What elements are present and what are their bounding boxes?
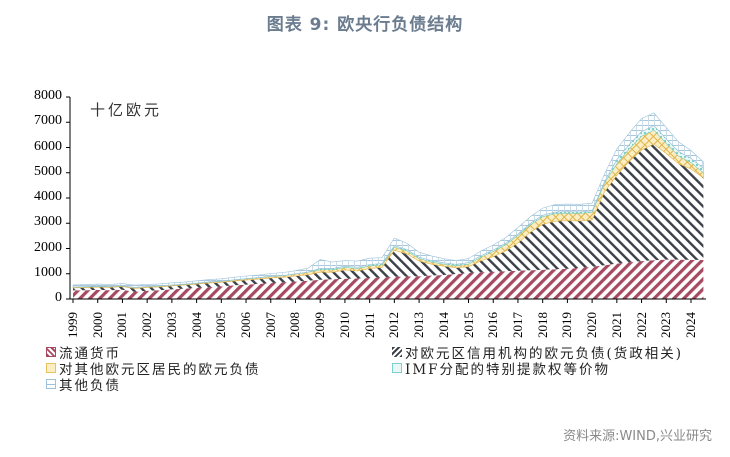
x-tick-label: 2011 (361, 312, 377, 338)
stacked-areas (72, 112, 704, 299)
area-series-4 (72, 112, 704, 288)
y-tick-label: 2000 (34, 239, 62, 255)
legend-label: 对其他欧元区居民的欧元负债 (59, 362, 261, 378)
x-tick-label: 2017 (509, 312, 525, 338)
x-tick-label: 2002 (139, 312, 155, 338)
x-tick-label: 2016 (485, 312, 501, 338)
legend-item-currency: 流通货币 (46, 342, 121, 362)
y-tick-label: 1000 (34, 264, 62, 280)
axes (66, 96, 706, 303)
y-tick-label: 5000 (34, 163, 62, 179)
crosshatch-yellow-swatch-icon (46, 363, 56, 373)
chart-title: 图表 9: 欧央行负债结构 (266, 15, 464, 35)
x-tick-label: 2005 (213, 312, 229, 338)
x-tick-label: 2018 (534, 312, 550, 338)
x-tick-label: 2024 (683, 312, 698, 338)
x-tick-label: 2020 (584, 312, 600, 338)
x-tick-label: 2022 (633, 312, 649, 338)
x-tick-label: 2008 (287, 312, 303, 338)
x-tick-label: 2001 (114, 312, 130, 338)
x-tick-label: 2003 (163, 312, 179, 338)
y-tick-label: 4000 (34, 189, 62, 204)
x-tick-label: 2014 (435, 312, 451, 338)
legend-label: IMF分配的特别提款权等价物 (405, 362, 611, 378)
diagonal-red-swatch-icon (46, 347, 56, 357)
lightblue-swatch-icon (46, 379, 56, 389)
legend-item-credit-institutions: 对欧元区信用机构的欧元负债(货政相关) (392, 342, 683, 362)
x-tick-label: 2021 (608, 312, 624, 338)
teal-swatch-icon (392, 363, 402, 373)
x-tick-label: 2000 (89, 312, 105, 338)
y-tick-label: 3000 (34, 214, 62, 230)
legend-label: 其他负债 (59, 378, 121, 394)
legend-label: 流通货币 (59, 346, 121, 362)
legend-item-imf-sdr: IMF分配的特别提款权等价物 (392, 358, 610, 378)
y-tick-label: 7000 (34, 113, 62, 129)
x-tick-label: 2013 (411, 312, 427, 338)
y-tick-label: 6000 (34, 138, 62, 154)
x-tick-label: 2009 (312, 312, 328, 338)
unit-label: 十亿欧元 (90, 101, 163, 119)
legend-label: 对欧元区信用机构的欧元负债(货政相关) (405, 346, 684, 362)
y-tick-label: 8000 (34, 88, 62, 103)
x-tick-label: 2019 (559, 312, 575, 338)
legend-item-other-liabilities: 其他负债 (46, 374, 121, 394)
x-tick-label: 1999 (65, 312, 80, 338)
x-tick-label: 2010 (336, 312, 352, 338)
x-tick-label: 2023 (658, 312, 674, 338)
x-tick-label: 2012 (386, 312, 402, 338)
x-tick-label: 2006 (238, 312, 254, 338)
source-note: 资料来源:WIND,兴业研究 (563, 429, 712, 444)
area-series-1 (73, 144, 704, 292)
diagonal-dark-swatch-icon (392, 347, 402, 357)
area-series-0 (73, 259, 704, 299)
y-tick-label: 0 (55, 290, 62, 305)
x-tick-label: 2004 (188, 312, 204, 338)
x-tick-label: 2015 (460, 312, 476, 338)
x-tick-label: 2007 (262, 312, 278, 338)
legend-item-other-residents: 对其他欧元区居民的欧元负债 (46, 358, 261, 378)
